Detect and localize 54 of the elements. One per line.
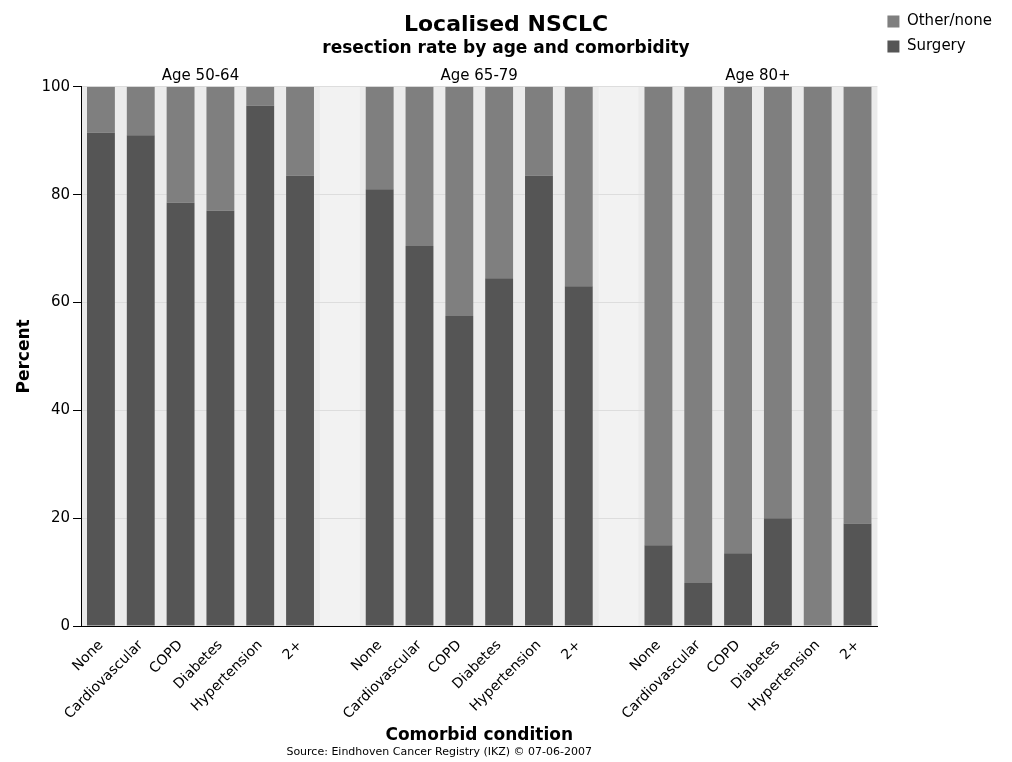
- bar: [843, 523, 872, 626]
- bar: [525, 175, 553, 626]
- y-tick-label: 20: [50, 508, 71, 527]
- bar: [87, 86, 115, 133]
- bar: [405, 86, 434, 246]
- y-tick-label: 0: [60, 615, 71, 634]
- x-tick-label: 2+: [836, 636, 863, 663]
- bar: [763, 518, 792, 626]
- y-tick-label: 100: [41, 76, 71, 95]
- bar: [87, 132, 115, 626]
- y-tick-label: 60: [50, 292, 71, 311]
- y-tick-label: 80: [50, 184, 71, 203]
- bar: [564, 286, 593, 626]
- bar: [684, 86, 713, 583]
- x-axis-title: Comorbid condition: [385, 724, 574, 745]
- bar: [564, 86, 593, 287]
- bar: [246, 86, 275, 106]
- text: Age 50-64: [161, 66, 240, 85]
- bar: [644, 86, 673, 546]
- bar: [684, 582, 713, 626]
- bar: [365, 86, 394, 190]
- bar: [365, 189, 394, 626]
- y-tick-label: 40: [50, 400, 71, 419]
- chart-title: Localised NSCLC: [403, 10, 609, 36]
- text: Age 80+: [725, 66, 791, 85]
- bar: [724, 553, 752, 626]
- bar: [246, 105, 275, 626]
- legend-label: Other/none: [906, 11, 993, 30]
- bar: [724, 86, 752, 554]
- bar: [843, 86, 872, 524]
- bar: [803, 86, 832, 626]
- bar: [525, 86, 553, 176]
- bar: [405, 245, 434, 626]
- bar: [206, 210, 235, 626]
- bar: [206, 86, 235, 211]
- chart-subtitle: resection rate by age and comorbidity: [322, 37, 690, 58]
- bar: [126, 135, 155, 626]
- bar: [445, 86, 474, 316]
- bar: [286, 86, 314, 176]
- source-note: Source: Eindhoven Cancer Registry (IKZ) © 07-06-2007: [286, 745, 593, 759]
- bar: [644, 545, 673, 626]
- x-tick-label: 2+: [557, 636, 584, 663]
- text: Age 65-79: [440, 66, 518, 85]
- x-tick-label: 2+: [278, 636, 305, 663]
- bar: [445, 315, 474, 626]
- bar: [485, 278, 514, 626]
- bar: [286, 175, 314, 626]
- bar: [763, 86, 792, 519]
- bar: [166, 86, 195, 203]
- bar: [166, 202, 195, 626]
- bar: [126, 86, 155, 136]
- y-axis-title: Percent: [12, 319, 33, 394]
- bar: [485, 86, 514, 279]
- legend-label: Surgery: [906, 36, 966, 55]
